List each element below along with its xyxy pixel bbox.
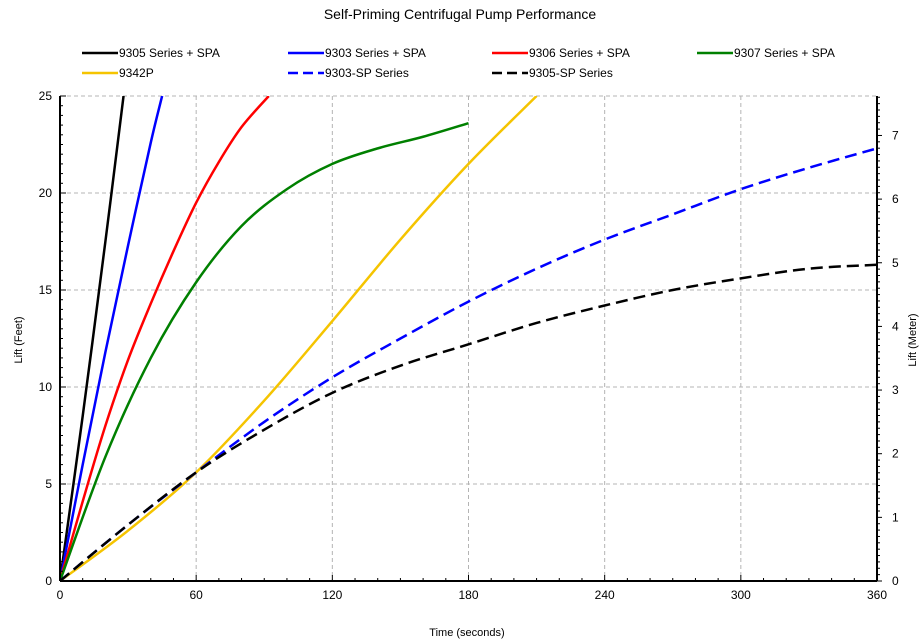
series-line-2 — [60, 96, 164, 581]
y-tick-label-right: 5 — [892, 256, 899, 270]
y-axis-label-left: Lift (Feet) — [13, 316, 25, 363]
y-tick-label-right: 2 — [892, 447, 899, 461]
y-tick-label-left: 0 — [45, 574, 52, 588]
series-lines — [60, 96, 877, 581]
series-line-3 — [60, 96, 270, 581]
y-tick-label-left: 10 — [39, 380, 53, 394]
series-line-5 — [60, 96, 538, 581]
y-tick-label-right: 7 — [892, 128, 899, 142]
y-tick-label-left: 5 — [45, 477, 52, 491]
axes: 0 60 120 180 240 300 360 0 5 10 15 20 25 0 1 2 3 4 5 6 7 — [39, 89, 899, 602]
y-tick-label-left: 20 — [39, 186, 53, 200]
y-tick-label-right: 1 — [892, 510, 899, 524]
grid — [60, 95, 877, 581]
y-axis-label-right: Lift (Meter) — [907, 313, 919, 366]
legend: 9305 Series + SPA 9303 Series + SPA 9306 S… — [82, 46, 835, 80]
series-line-4 — [60, 121, 469, 581]
legend-label-1: 9305 Series + SPA — [119, 46, 220, 60]
x-tick-label: 120 — [322, 588, 342, 602]
series-line-7 — [60, 263, 877, 581]
chart-title: Self-Priming Centrifugal Pump Performanc… — [323, 6, 597, 22]
legend-label-4: 9307 Series + SPA — [734, 46, 835, 60]
y-tick-label-left: 25 — [39, 89, 53, 103]
series-line-1 — [60, 96, 125, 581]
legend-label-2: 9303 Series + SPA — [325, 46, 426, 60]
y-tick-label-right: 4 — [892, 319, 899, 333]
legend-label-7: 9305-SP Series — [529, 66, 613, 80]
legend-label-6: 9303-SP Series — [325, 66, 409, 80]
x-axis-label: Time (seconds) — [429, 627, 504, 639]
y-tick-label-right: 6 — [892, 192, 899, 206]
y-tick-label-right: 3 — [892, 383, 899, 397]
y-tick-label-left: 15 — [39, 283, 53, 297]
x-tick-label: 360 — [867, 588, 887, 602]
x-tick-label: 180 — [458, 588, 478, 602]
legend-label-5: 9342P — [119, 66, 154, 80]
x-tick-label: 60 — [189, 588, 203, 602]
x-tick-label: 0 — [57, 588, 64, 602]
x-tick-label: 240 — [595, 588, 615, 602]
x-tick-label: 300 — [731, 588, 751, 602]
legend-label-3: 9306 Series + SPA — [529, 46, 630, 60]
y-tick-label-right: 0 — [892, 574, 899, 588]
